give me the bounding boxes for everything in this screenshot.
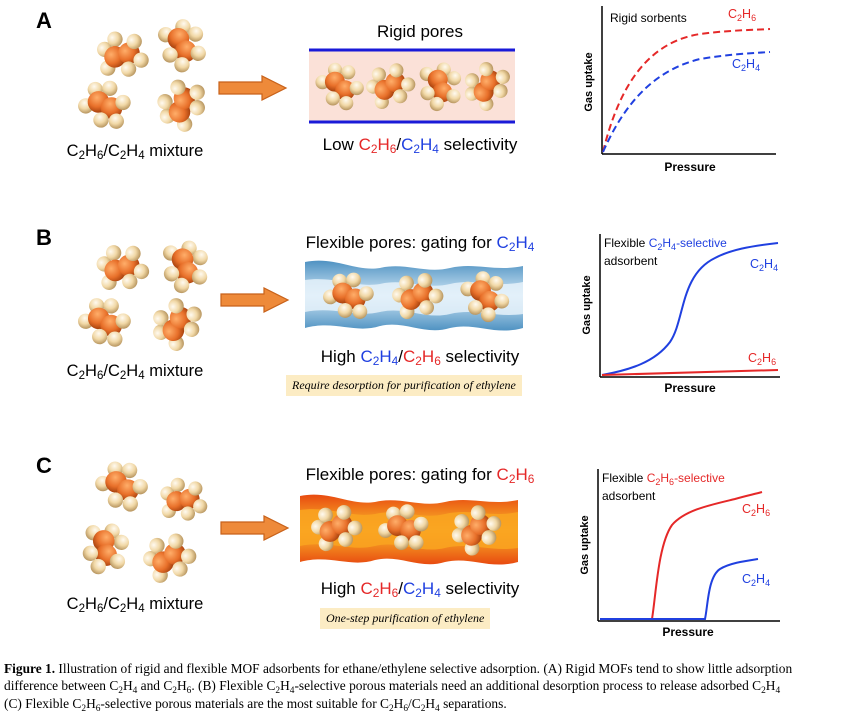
caption-line-3: (C) Flexible C2H6-selective porous mater… bbox=[4, 695, 507, 713]
plot-title-highlight: C2H4-selective bbox=[649, 236, 727, 252]
y-axis-label: Gas uptake bbox=[581, 275, 593, 334]
arrow-icon bbox=[220, 287, 289, 313]
panel-label: C bbox=[36, 453, 52, 478]
panel-c: C C2H6/C2H4 mixture Flexible pores: gati… bbox=[0, 445, 866, 645]
panel-label: B bbox=[36, 225, 52, 250]
mixture-label: C2H6/C2H4 mixture bbox=[66, 142, 204, 162]
curve-ethane bbox=[602, 28, 771, 153]
mixture-label: C2H6/C2H4 mixture bbox=[66, 362, 204, 382]
curve-ethylene bbox=[601, 242, 779, 376]
curve-ethylene bbox=[602, 51, 771, 153]
curve-ethylene bbox=[600, 558, 759, 620]
process-note: Require desorption for purification of e… bbox=[286, 375, 522, 396]
selectivity-label: Low C2H6/C2H4 selectivity bbox=[322, 135, 518, 156]
mixture-molecules bbox=[78, 451, 210, 591]
caption-line-1: Figure 1. Illustration of rigid and flex… bbox=[4, 661, 793, 676]
pore-title: Flexible pores: gating for C2H4 bbox=[305, 233, 535, 254]
selectivity-label: High C2H6/C2H4 selectivity bbox=[320, 579, 520, 600]
pore-title: Rigid pores bbox=[377, 22, 463, 41]
plot-subtitle: adsorbent bbox=[604, 254, 658, 268]
series-label-ethylene: C2H4 bbox=[732, 57, 760, 73]
panel-b: B C2H6/C2H4 mixture Flexible pores: gati… bbox=[0, 215, 866, 415]
y-axis-label: Gas uptake bbox=[579, 515, 591, 574]
x-axis-label: Pressure bbox=[662, 625, 714, 639]
panel-label: A bbox=[36, 8, 52, 33]
process-note: One-step purification of ethylene bbox=[320, 608, 491, 629]
plot-title: Rigid sorbents bbox=[610, 11, 687, 25]
plot-subtitle: adsorbent bbox=[602, 489, 656, 503]
figure-caption: Figure 1. Illustration of rigid and flex… bbox=[4, 660, 866, 712]
caption-line-2: difference between C2H4 and C2H6. (B) Fl… bbox=[4, 678, 781, 697]
panel-a: A C2H6/C2H4 mixture Rigid pores Low C2H6… bbox=[0, 0, 866, 200]
series-label-ethylene: C2H4 bbox=[742, 572, 770, 588]
flexible-pore-illustration bbox=[305, 260, 523, 331]
y-axis-label: Gas uptake bbox=[583, 52, 595, 111]
isotherm-plot-a: Rigid sorbents C2H6 C2H4 Pressure Gas up… bbox=[583, 6, 776, 174]
series-label-ethane: C2H6 bbox=[742, 502, 770, 518]
rigid-pore-illustration bbox=[308, 48, 517, 124]
series-label-ethane: C2H6 bbox=[748, 351, 776, 367]
isotherm-plot-b: Flexible C2H4-selective adsorbent C2H4 C… bbox=[581, 234, 780, 395]
flexible-pore-illustration bbox=[300, 494, 518, 565]
mixture-label: C2H6/C2H4 mixture bbox=[66, 595, 204, 615]
plot-title: Flexible C2H4-selective bbox=[604, 236, 727, 252]
mixture-molecules bbox=[72, 11, 216, 137]
series-label-ethylene: C2H4 bbox=[750, 257, 778, 273]
x-axis-label: Pressure bbox=[664, 160, 716, 174]
curve-ethane bbox=[601, 369, 779, 376]
x-axis-label: Pressure bbox=[664, 381, 716, 395]
selectivity-label: High C2H4/C2H6 selectivity bbox=[320, 347, 520, 368]
plot-title: Flexible C2H6-selective bbox=[602, 471, 725, 487]
mixture-molecules bbox=[72, 234, 217, 357]
arrow-icon bbox=[220, 515, 289, 541]
arrow-icon bbox=[218, 75, 287, 101]
pore-title: Flexible pores: gating for C2H6 bbox=[305, 465, 535, 486]
isotherm-plot-c: Flexible C2H6-selective adsorbent C2H6 C… bbox=[579, 469, 780, 639]
series-label-ethane: C2H6 bbox=[728, 7, 756, 23]
curve-ethane bbox=[600, 491, 763, 620]
plot-title-highlight: C2H6-selective bbox=[647, 471, 725, 487]
